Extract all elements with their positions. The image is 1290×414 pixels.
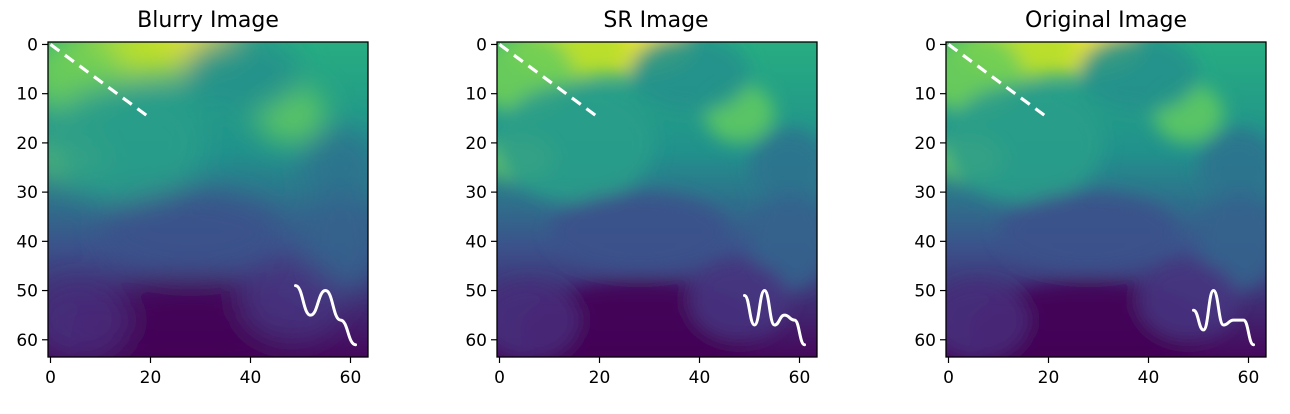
x-tick-label: 0: [494, 368, 505, 388]
axes-frame: [496, 41, 818, 358]
panel-original: Original Image 0 20 40 60 0 10 20 30 40 50 60: [914, 8, 1267, 388]
heatmap-image: [497, 42, 817, 357]
x-tick-label: 60: [340, 368, 362, 388]
x-tick-label: 60: [789, 368, 811, 388]
dashed-line: [947, 43, 1050, 120]
axis-ticks: 0 20 40 60 0 10 20 30 40 50 60: [914, 35, 1259, 388]
x-tick-label: 40: [240, 368, 262, 388]
y-tick-label: 0: [27, 35, 38, 55]
x-tick-label: 40: [1138, 368, 1160, 388]
overlay-lines: [49, 43, 357, 347]
heatmap-original: [946, 42, 1266, 357]
x-tick-label: 20: [140, 368, 162, 388]
dashed-line: [498, 43, 601, 120]
y-tick-label: 60: [16, 331, 38, 351]
y-tick-label: 10: [465, 85, 487, 105]
panel-title: SR Image: [603, 8, 708, 33]
y-tick-label: 30: [465, 183, 487, 203]
x-tick-label: 0: [45, 368, 56, 388]
y-tick-label: 20: [465, 134, 487, 154]
panel-title: Original Image: [1025, 8, 1187, 33]
panel-title: Blurry Image: [137, 8, 279, 33]
x-tick-label: 40: [689, 368, 711, 388]
y-tick-label: 0: [925, 35, 936, 55]
x-tick-label: 0: [943, 368, 954, 388]
heatmap-sr: [497, 42, 817, 357]
panel-blurry: Blurry Image 0 20 40 60 0 10 20 30 40 50 60: [16, 8, 369, 388]
y-tick-label: 10: [16, 85, 38, 105]
y-tick-label: 50: [914, 282, 936, 302]
y-tick-label: 40: [465, 232, 487, 252]
overlay-lines: [947, 43, 1255, 347]
axes-frame: [47, 41, 369, 358]
y-tick-label: 60: [914, 331, 936, 351]
heatmap-blurry: [48, 42, 368, 357]
y-tick-label: 30: [16, 183, 38, 203]
axis-ticks: 0 20 40 60 0 10 20 30 40 50 60: [465, 35, 810, 388]
x-tick-label: 60: [1238, 368, 1260, 388]
wavy-line: [743, 289, 806, 347]
heatmap-image: [946, 42, 1266, 357]
y-tick-label: 40: [16, 232, 38, 252]
x-tick-label: 20: [589, 368, 611, 388]
y-tick-label: 10: [914, 85, 936, 105]
y-tick-label: 50: [16, 282, 38, 302]
axes-frame: [945, 41, 1267, 358]
wavy-line: [1192, 289, 1255, 347]
heatmap-image: [48, 42, 368, 357]
x-tick-label: 20: [1038, 368, 1060, 388]
y-tick-label: 50: [465, 282, 487, 302]
y-tick-label: 30: [914, 183, 936, 203]
wavy-line: [294, 284, 357, 347]
axis-ticks: 0 20 40 60 0 10 20 30 40 50 60: [16, 35, 361, 388]
y-tick-label: 40: [914, 232, 936, 252]
dashed-line: [49, 43, 152, 120]
overlay-lines: [498, 43, 806, 347]
y-tick-label: 0: [476, 35, 487, 55]
panel-sr: SR Image 0 20 40 60 0 10 20 30 40 50 60: [465, 8, 818, 388]
y-tick-label: 20: [914, 134, 936, 154]
y-tick-label: 60: [465, 331, 487, 351]
y-tick-label: 20: [16, 134, 38, 154]
